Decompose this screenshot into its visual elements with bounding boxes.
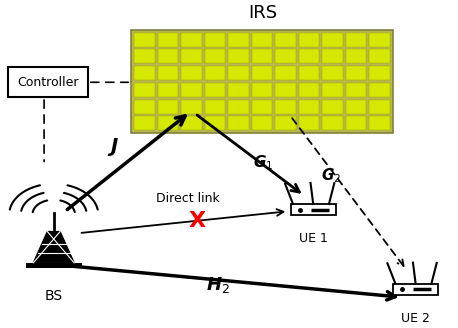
- Bar: [134, 33, 155, 47]
- Bar: [181, 116, 202, 130]
- Bar: [158, 116, 178, 130]
- Bar: [346, 50, 366, 63]
- Bar: [369, 100, 390, 113]
- Bar: [369, 66, 390, 80]
- Bar: [205, 66, 225, 80]
- Bar: [346, 83, 366, 97]
- Bar: [205, 100, 225, 113]
- Bar: [228, 66, 249, 80]
- Bar: [275, 100, 296, 113]
- Bar: [205, 116, 225, 130]
- Bar: [134, 83, 155, 97]
- Bar: [275, 83, 296, 97]
- Bar: [134, 50, 155, 63]
- Text: X: X: [189, 211, 206, 231]
- Text: IRS: IRS: [249, 4, 278, 22]
- Bar: [252, 66, 273, 80]
- Bar: [346, 33, 366, 47]
- Bar: [181, 33, 202, 47]
- Bar: [181, 100, 202, 113]
- Bar: [158, 66, 178, 80]
- Bar: [228, 100, 249, 113]
- Text: UE 1: UE 1: [299, 232, 327, 245]
- Bar: [252, 83, 273, 97]
- Text: $\boldsymbol{H}_2$: $\boldsymbol{H}_2$: [206, 275, 229, 295]
- Bar: [299, 33, 319, 47]
- Bar: [181, 66, 202, 80]
- Bar: [134, 66, 155, 80]
- Bar: [322, 83, 343, 97]
- Bar: [181, 50, 202, 63]
- Bar: [299, 116, 319, 130]
- Bar: [346, 116, 366, 130]
- Bar: [158, 83, 178, 97]
- Bar: [252, 116, 273, 130]
- Text: Controller: Controller: [17, 76, 79, 89]
- Bar: [8, 68, 88, 97]
- Bar: [369, 50, 390, 63]
- Text: BS: BS: [45, 289, 63, 303]
- Bar: [275, 66, 296, 80]
- Bar: [228, 50, 249, 63]
- Text: $\boldsymbol{G}_1$: $\boldsymbol{G}_1$: [253, 154, 273, 172]
- Bar: [299, 83, 319, 97]
- Bar: [134, 116, 155, 130]
- Bar: [252, 50, 273, 63]
- Bar: [228, 116, 249, 130]
- Bar: [205, 83, 225, 97]
- Bar: [322, 33, 343, 47]
- Bar: [205, 50, 225, 63]
- Bar: [393, 284, 438, 295]
- Bar: [369, 83, 390, 97]
- Text: $\boldsymbol{J}$: $\boldsymbol{J}$: [107, 136, 119, 158]
- Bar: [275, 50, 296, 63]
- Bar: [346, 100, 366, 113]
- Bar: [346, 66, 366, 80]
- Bar: [158, 33, 178, 47]
- Text: Direct link: Direct link: [156, 192, 220, 205]
- Bar: [299, 100, 319, 113]
- Bar: [299, 66, 319, 80]
- Bar: [181, 83, 202, 97]
- Bar: [291, 204, 336, 215]
- Bar: [275, 116, 296, 130]
- Bar: [158, 50, 178, 63]
- Text: $\boldsymbol{G}_2$: $\boldsymbol{G}_2$: [321, 166, 342, 185]
- Bar: [228, 83, 249, 97]
- Bar: [26, 263, 82, 269]
- Bar: [322, 116, 343, 130]
- Polygon shape: [33, 232, 74, 263]
- Bar: [299, 50, 319, 63]
- Text: UE 2: UE 2: [401, 312, 430, 325]
- Bar: [322, 50, 343, 63]
- Bar: [369, 33, 390, 47]
- Bar: [275, 33, 296, 47]
- Bar: [322, 100, 343, 113]
- Bar: [252, 100, 273, 113]
- Bar: [369, 116, 390, 130]
- Bar: [252, 33, 273, 47]
- Bar: [322, 66, 343, 80]
- Bar: [228, 33, 249, 47]
- Bar: [158, 100, 178, 113]
- Bar: [205, 33, 225, 47]
- Bar: [131, 30, 393, 133]
- Bar: [134, 100, 155, 113]
